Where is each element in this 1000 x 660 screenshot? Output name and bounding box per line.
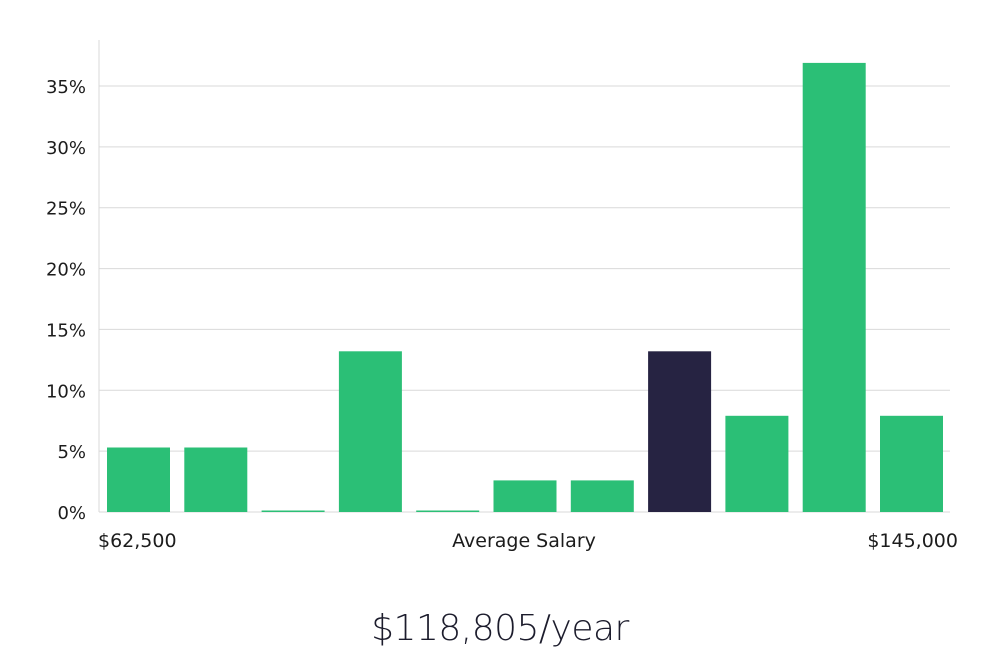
bar-0: [107, 447, 170, 512]
y-tick-label-15: 15%: [46, 320, 86, 341]
bars: [107, 62, 943, 513]
bar-5: [493, 480, 557, 512]
bar-9: [802, 62, 866, 513]
x-axis-title: Average Salary: [452, 530, 596, 552]
average-salary-value: $118,805/year: [371, 608, 629, 649]
y-tick-label-25: 25%: [46, 199, 86, 220]
y-tick-label-35: 35%: [46, 77, 86, 98]
bar-2: [261, 510, 325, 512]
y-tick-labels: 0% 5% 10% 15% 20% 25% 30% 35%: [46, 77, 86, 524]
y-tick-label-30: 30%: [46, 138, 86, 159]
bar-6: [570, 480, 634, 512]
salary-histogram: 0% 5% 10% 15% 20% 25% 30% 35% $62,500 Average S…: [46, 40, 958, 552]
bar-10: [880, 415, 943, 512]
bar-4: [416, 510, 480, 512]
y-tick-label-5: 5%: [57, 442, 86, 463]
x-max-label: $145,000: [867, 530, 958, 552]
y-tick-label-0: 0%: [57, 503, 86, 524]
bar-highlight-7: [648, 351, 712, 512]
bar-8: [725, 415, 789, 512]
y-tick-label-20: 20%: [46, 260, 86, 281]
bar-1: [184, 447, 248, 512]
y-tick-label-10: 10%: [46, 381, 86, 402]
bar-3: [338, 351, 402, 512]
x-min-label: $62,500: [98, 530, 177, 552]
